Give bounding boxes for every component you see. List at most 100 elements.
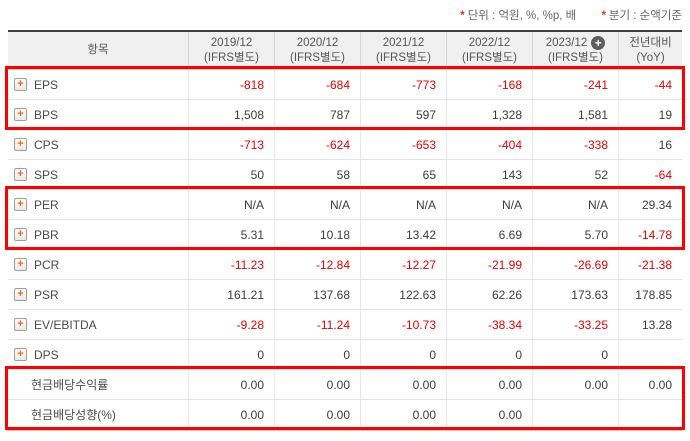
value-cell: 0.00 (618, 370, 682, 399)
value-cell: 52 (532, 160, 618, 189)
table-row: + BPS 1,508 787 597 1,328 1,581 19 (8, 99, 682, 129)
row-label: 현금배당수익률 (31, 378, 109, 392)
value-cell: 1,508 (188, 100, 274, 129)
value-cell: 65 (360, 160, 446, 189)
asterisk: * (601, 10, 606, 22)
row-label: PSR (34, 287, 59, 302)
value-cell: -21.38 (618, 250, 682, 279)
header-period-label: 2023/12 + (545, 36, 606, 51)
value-cell: -818 (188, 70, 274, 99)
value-cell: -21.99 (446, 250, 532, 279)
expand-row-button[interactable]: + (14, 288, 27, 301)
header-period-sub: (IFRS별도) (547, 51, 603, 64)
expand-row-button[interactable]: + (14, 258, 27, 271)
table-row: + PER N/A N/A N/A N/A N/A 29.34 (8, 189, 682, 219)
unit-note: * 단위 : 억원, %, %p, 배 (460, 10, 576, 22)
header-period-sub: (IFRS별도) (203, 51, 259, 64)
financial-ratio-table: 항목 2019/12 (IFRS별도) 2020/12 (IFRS별도) 2021/12(… (8, 30, 682, 431)
table-header-row: 항목 2019/12 (IFRS별도) 2020/12 (IFRS별도) 2021/12(… (8, 32, 682, 69)
header-period-column: 2022/12 (IFRS별도) (446, 32, 532, 69)
header-period-column: 2023/12 + (IFRS별도) (532, 32, 618, 69)
value-cell: 0.00 (274, 370, 360, 399)
header-period-sub: (IFRS별도) (375, 51, 431, 64)
table-row: + PSR 161.21 137.68 122.63 62.26 173.63 178.85 (8, 279, 682, 309)
expand-row-button[interactable]: + (14, 348, 27, 361)
row-label-cell: + CPS (8, 130, 188, 159)
value-cell: -241 (532, 70, 618, 99)
table-body: + EPS -818 -684 -773 -168 -241 -44 + BPS 1,508 787 5… (8, 69, 682, 429)
value-cell: 1,581 (532, 100, 618, 129)
expand-row-button[interactable]: + (14, 198, 27, 211)
value-cell: -12.27 (360, 250, 446, 279)
value-cell: 173.63 (532, 280, 618, 309)
header-period-label: 전년대비 (629, 36, 671, 50)
header-period-text: 2022/12 (468, 37, 511, 50)
value-cell: N/A (360, 190, 446, 219)
expand-row-button[interactable]: + (14, 138, 27, 151)
value-cell: 143 (446, 160, 532, 189)
header-period-sub: (IFRS별도) (289, 51, 345, 64)
value-cell: -33.25 (532, 310, 618, 339)
value-cell: 0.00 (274, 400, 360, 429)
value-cell: 6.69 (446, 220, 532, 249)
value-cell: 787 (274, 100, 360, 129)
row-label: SPS (34, 167, 59, 182)
table-row: + DPS 0 0 0 0 0 (8, 339, 682, 369)
header-period-sub: (YoY) (636, 51, 665, 64)
row-label: BPS (34, 107, 59, 122)
value-cell: 0.00 (360, 400, 446, 429)
value-cell: 29.34 (618, 190, 682, 219)
add-period-button[interactable]: + (591, 36, 606, 51)
header-period-sub: (IFRS별도) (461, 51, 517, 64)
value-cell: -11.24 (274, 310, 360, 339)
value-cell: 13.28 (618, 310, 682, 339)
row-label: 현금배당성향(%) (31, 408, 116, 422)
header-item-column: 항목 (8, 32, 188, 69)
row-label-cell: + EV/EBITDA (8, 310, 188, 339)
value-cell: -404 (446, 130, 532, 159)
row-label-cell: 현금배당성향(%) (8, 400, 188, 429)
value-cell (532, 400, 618, 429)
value-cell: N/A (532, 190, 618, 219)
value-cell: 161.21 (188, 280, 274, 309)
value-cell: 0.00 (446, 370, 532, 399)
header-period-text: 2023/12 (545, 37, 588, 50)
row-label: CPS (34, 137, 59, 152)
value-cell: -11.23 (188, 250, 274, 279)
header-period-label: 2020/12 (297, 36, 339, 50)
header-period-text: 2020/12 (296, 37, 339, 50)
expand-row-button[interactable]: + (14, 318, 27, 331)
value-cell: -713 (188, 130, 274, 159)
value-cell: 16 (618, 130, 682, 159)
row-label-cell: + PER (8, 190, 188, 219)
expand-row-button[interactable]: + (14, 108, 27, 121)
row-label: EV/EBITDA (34, 317, 97, 332)
header-period-text: 전년대비 (629, 37, 672, 50)
value-cell (618, 340, 682, 369)
expand-row-button[interactable]: + (14, 78, 27, 91)
header-item-label: 항목 (87, 44, 109, 57)
header-period-text: 2019/12 (210, 37, 253, 50)
header-period-label: 2019/12 (211, 36, 253, 50)
value-cell: 0.00 (360, 370, 446, 399)
value-cell (618, 400, 682, 429)
asterisk: * (460, 10, 465, 22)
table-row: 현금배당성향(%) 0.00 0.00 0.00 0.00 (8, 399, 682, 429)
value-cell: 0.00 (446, 400, 532, 429)
table-row: + EPS -818 -684 -773 -168 -241 -44 (8, 69, 682, 99)
table-row: + EV/EBITDA -9.28 -11.24 -10.73 -38.34 -33.25 1… (8, 309, 682, 339)
value-cell: 0 (532, 340, 618, 369)
value-cell: 0 (360, 340, 446, 369)
expand-row-button[interactable]: + (14, 168, 27, 181)
expand-row-button[interactable]: + (14, 228, 27, 241)
row-label-cell: + BPS (8, 100, 188, 129)
value-cell: 178.85 (618, 280, 682, 309)
value-cell: -653 (360, 130, 446, 159)
header-period-column: 2019/12 (IFRS별도) (188, 32, 274, 69)
table-row: 현금배당수익률 0.00 0.00 0.00 0.00 0.00 0.00 (8, 369, 682, 399)
value-cell: N/A (274, 190, 360, 219)
value-cell: 137.68 (274, 280, 360, 309)
value-cell: 0.00 (188, 370, 274, 399)
value-cell: 0 (446, 340, 532, 369)
